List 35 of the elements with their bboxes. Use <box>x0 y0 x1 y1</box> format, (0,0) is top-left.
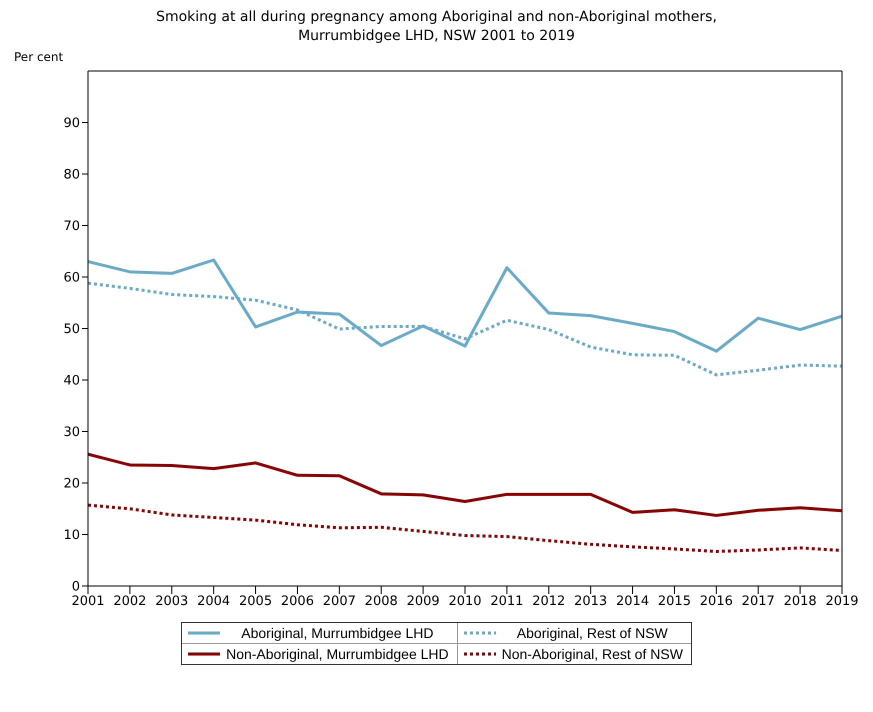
x-tick-label: 2015 <box>658 594 691 610</box>
y-tick-label: 90 <box>63 116 80 132</box>
legend-label: Non-Aboriginal, Murrumbidgee LHD <box>225 646 450 662</box>
legend-label: Non-Aboriginal, Rest of NSW <box>500 646 684 662</box>
x-tick-label: 2002 <box>113 594 146 610</box>
x-tick-label: 2012 <box>532 594 566 610</box>
x-tick-label: 2011 <box>490 594 524 610</box>
y-tick-label: 80 <box>63 168 80 183</box>
y-tick-label: 70 <box>63 219 80 234</box>
x-tick-label: 2019 <box>825 594 859 610</box>
x-tick-label: 2003 <box>155 594 188 610</box>
y-tick-label: 0 <box>72 580 80 595</box>
x-tick-label: 2004 <box>197 594 230 610</box>
x-tick-label: 2007 <box>322 594 356 610</box>
legend-label: Aboriginal, Murrumbidgee LHD <box>240 625 434 641</box>
x-tick-label: 2014 <box>616 594 650 610</box>
x-tick-label: 2013 <box>574 594 608 610</box>
chart-title: Smoking at all during pregnancy among Aboriginal and non-Aboriginal mothers, Murrumbidgee LHD, NSW 2001 to 2019 <box>155 8 718 46</box>
y-tick-label: 50 <box>63 322 80 338</box>
y-tick-label: 10 <box>63 528 80 544</box>
x-tick-label: 2006 <box>280 594 314 610</box>
x-tick-label: 2001 <box>71 594 105 610</box>
x-tick-label: 2008 <box>364 594 398 610</box>
x-tick-label: 2010 <box>448 594 482 610</box>
y-axis-title: Per cent <box>14 50 64 64</box>
x-tick-label: 2018 <box>784 594 817 610</box>
x-tick-label: 2016 <box>700 594 733 610</box>
y-tick-label: 40 <box>63 374 80 389</box>
x-tick-label: 2009 <box>406 594 440 610</box>
y-tick-label: 30 <box>63 425 80 440</box>
y-tick-label: 20 <box>63 476 80 492</box>
y-tick-label: 60 <box>63 270 80 286</box>
x-tick-label: 2005 <box>239 594 272 610</box>
x-tick-label: 2017 <box>742 594 775 610</box>
legend-label: Aboriginal, Rest of NSW <box>516 625 669 641</box>
